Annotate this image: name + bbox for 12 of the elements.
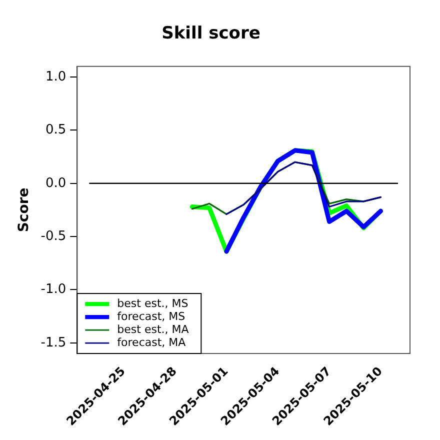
legend-label: forecast, MA	[117, 336, 186, 349]
y-axis-title: Score	[16, 188, 32, 232]
y-tick-label: -0.5	[40, 228, 66, 244]
legend-label: forecast, MS	[117, 310, 186, 323]
y-tick-label: 0.5	[45, 122, 66, 138]
y-tick-label: 1.0	[45, 69, 66, 84]
legend-label: best est., MA	[117, 322, 190, 336]
y-tick-label: 0.0	[45, 176, 66, 191]
y-tick-label: -1.5	[40, 335, 66, 350]
y-tick-label: -1.0	[40, 282, 66, 298]
legend-label: best est., MS	[117, 296, 188, 310]
chart-title: Skill score	[162, 24, 260, 44]
